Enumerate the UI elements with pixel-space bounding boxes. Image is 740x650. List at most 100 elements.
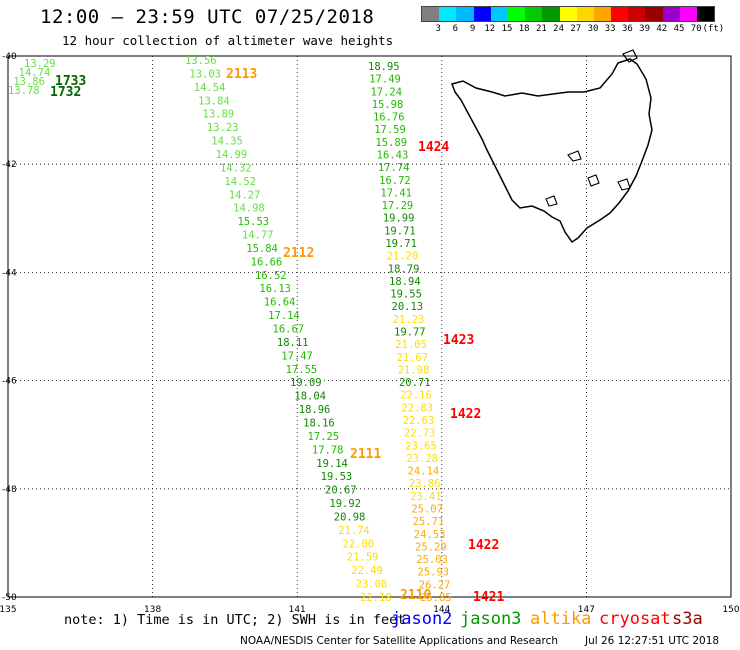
swh-value-right: 21.05 bbox=[395, 339, 427, 351]
color-swatch bbox=[645, 7, 663, 21]
time-label: 2110 bbox=[400, 588, 431, 603]
swh-value-middle: 16.66 bbox=[251, 256, 283, 268]
harbour-outline bbox=[545, 195, 558, 207]
lon-tick-label: 138 bbox=[144, 605, 161, 615]
swh-value-right: 17.74 bbox=[378, 162, 410, 174]
lon-tick-label: 141 bbox=[289, 605, 306, 615]
swh-value-right: 15.89 bbox=[375, 137, 407, 149]
color-scale-label: 45 bbox=[673, 24, 685, 34]
swh-value-right: 18.94 bbox=[389, 276, 421, 288]
legend-s3a: s3a bbox=[672, 609, 703, 629]
swh-value-right: 21.67 bbox=[396, 352, 428, 364]
swh-value-middle: 13.03 bbox=[189, 68, 221, 80]
color-scale-label: 42 bbox=[656, 24, 668, 34]
color-scale-label: 18 bbox=[518, 24, 530, 34]
time-label: 2113 bbox=[226, 67, 257, 82]
time-label: 1423 bbox=[443, 333, 474, 348]
color-scale-label: 15 bbox=[501, 24, 513, 34]
swh-value-right: 19.99 bbox=[383, 213, 415, 225]
lat-tick-label: -48 bbox=[2, 485, 17, 495]
swh-value-middle: 21.74 bbox=[338, 525, 370, 537]
island-north bbox=[622, 49, 638, 63]
swh-value-middle: 22.49 bbox=[351, 565, 383, 577]
swh-value-middle: 14.77 bbox=[242, 230, 274, 242]
swh-value-right: 25.29 bbox=[415, 541, 447, 553]
swh-value-middle: 21.59 bbox=[347, 552, 379, 564]
swh-value-right: 19.71 bbox=[385, 238, 417, 250]
bay-outline bbox=[617, 178, 631, 191]
color-scale-labels: 3 6 9 12 15 18 21 24 27 30 33 36 39 42 45 70 (ft) bbox=[421, 22, 724, 36]
color-swatch bbox=[542, 7, 560, 21]
swh-value-right: 17.24 bbox=[370, 86, 402, 98]
lon-tick-label: 144 bbox=[433, 605, 450, 615]
color-scale-label: 33 bbox=[604, 24, 616, 34]
swh-value-right: 22.63 bbox=[403, 415, 435, 427]
swh-value-left: 13.78 bbox=[8, 85, 40, 97]
tasmania-mainland bbox=[451, 58, 653, 244]
color-swatch bbox=[679, 7, 697, 21]
swh-value-right: 22.16 bbox=[400, 390, 432, 402]
swh-value-middle: 13.84 bbox=[198, 95, 230, 107]
swh-value-left: 13.86 bbox=[13, 76, 45, 88]
color-swatch bbox=[439, 7, 457, 21]
lat-tick-label: -46 bbox=[2, 377, 17, 387]
legend-cryosat: cryosat bbox=[599, 609, 671, 629]
swh-value-middle: 19.14 bbox=[316, 458, 348, 470]
swh-value-right: 19.71 bbox=[384, 225, 416, 237]
color-swatch bbox=[697, 7, 715, 21]
swh-value-middle: 15.84 bbox=[246, 243, 278, 255]
color-scale-label: 70 bbox=[690, 24, 702, 34]
swh-value-right: 23.65 bbox=[405, 440, 437, 452]
color-scale-label: 39 bbox=[639, 24, 651, 34]
swh-value-right: 17.59 bbox=[374, 124, 406, 136]
page-subtitle: 12 hour collection of altimeter wave hei… bbox=[62, 33, 394, 48]
color-scale-swatches bbox=[421, 6, 716, 22]
credit-text: NOAA/NESDIS Center for Satellite Applica… bbox=[240, 635, 558, 647]
lon-tick-label: 135 bbox=[0, 605, 17, 615]
swh-value-right: 25.93 bbox=[418, 567, 450, 579]
swh-value-right: 17.49 bbox=[369, 74, 401, 86]
swh-value-middle: 14.35 bbox=[211, 136, 243, 148]
color-scale-label: (ft) bbox=[702, 24, 725, 34]
swh-value-middle: 14.32 bbox=[220, 162, 252, 174]
lat-lon-grid bbox=[7, 55, 732, 598]
swh-value-middle: 13.56 bbox=[185, 55, 217, 67]
swh-value-middle: 19.09 bbox=[290, 377, 322, 389]
swh-value-right: 19.55 bbox=[390, 289, 422, 301]
color-scale-label: 24 bbox=[553, 24, 565, 34]
color-swatch bbox=[559, 7, 577, 21]
swh-value-middle: 14.52 bbox=[224, 176, 256, 188]
swh-value-middle: 14.98 bbox=[233, 203, 265, 215]
time-label: 1422 bbox=[450, 407, 481, 422]
swh-value-middle: 22.18 bbox=[360, 592, 392, 604]
color-scale: 3 6 9 12 15 18 21 24 27 30 33 36 39 42 45 70 (ft) bbox=[421, 6, 724, 36]
swh-value-middle: 16.64 bbox=[264, 297, 296, 309]
swh-value-right: 19.77 bbox=[394, 327, 426, 339]
swh-value-right: 20.13 bbox=[392, 301, 424, 313]
lake-outline bbox=[567, 150, 582, 162]
legend-jason3: jason3 bbox=[460, 609, 522, 629]
lat-tick-label: -50 bbox=[2, 593, 17, 603]
swh-value-middle: 16.13 bbox=[259, 283, 291, 295]
color-swatch bbox=[662, 7, 680, 21]
swh-value-middle: 23.08 bbox=[356, 579, 388, 591]
color-scale-label: 6 bbox=[452, 24, 459, 34]
color-scale-label: 9 bbox=[469, 24, 476, 34]
swh-value-right: 25.85 bbox=[420, 592, 452, 604]
swh-value-right: 16.72 bbox=[379, 175, 411, 187]
swh-value-right: 18.95 bbox=[368, 61, 400, 73]
swh-value-middle: 20.67 bbox=[325, 485, 357, 497]
swh-value-right: 16.43 bbox=[377, 150, 409, 162]
lon-tick-label: 150 bbox=[722, 605, 739, 615]
color-swatch bbox=[525, 7, 543, 21]
color-swatch bbox=[490, 7, 508, 21]
swh-value-middle: 20.98 bbox=[334, 511, 366, 523]
swh-value-middle: 19.53 bbox=[321, 471, 353, 483]
swh-value-middle: 13.23 bbox=[207, 122, 239, 134]
lat-tick-label: -42 bbox=[2, 160, 17, 170]
swh-value-right: 21.23 bbox=[393, 314, 425, 326]
swh-value-middle: 15.53 bbox=[238, 216, 270, 228]
